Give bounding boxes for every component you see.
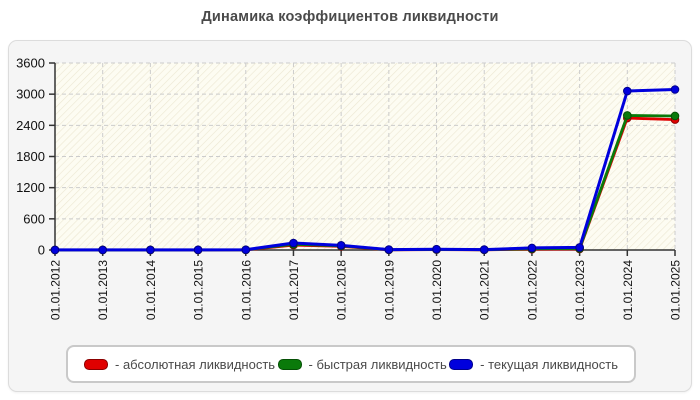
x-tick-label: 01.01.2021 <box>478 260 492 320</box>
x-tick-label: 01.01.2014 <box>144 260 158 320</box>
data-point-marker <box>336 241 346 250</box>
x-tick-label: 01.01.2024 <box>621 260 635 320</box>
legend: - абсолютная ликвидность - быстрая ликви… <box>66 345 636 383</box>
legend-label-current: - текущая ликвидность <box>480 356 618 372</box>
legend-swatch-current-icon <box>449 358 474 370</box>
data-point-marker <box>193 245 203 255</box>
data-point-marker <box>623 86 632 96</box>
data-point-marker <box>527 243 537 253</box>
data-point-marker <box>479 245 489 254</box>
legend-label-absolute: - абсолютная ликвидность <box>115 356 276 372</box>
data-point-marker <box>50 245 60 255</box>
data-point-marker <box>623 111 632 120</box>
data-point-marker <box>575 243 584 252</box>
x-tick-label: 01.01.2020 <box>430 260 444 320</box>
y-tick-label: 1200 <box>16 180 45 195</box>
gridlines <box>55 62 676 250</box>
data-point-marker <box>432 244 441 254</box>
y-tick-label: 3600 <box>16 56 45 71</box>
data-point-marker <box>670 85 680 94</box>
data-point-marker <box>146 245 155 255</box>
legend-label-quick: - быстрая ликвидность <box>308 356 447 372</box>
data-point-marker <box>98 245 107 255</box>
x-axis-labels: 01.01.2012 01.01.2013 01.01.2014 01.01.2015… <box>49 260 683 320</box>
x-tick-label: 01.01.2012 <box>49 260 63 320</box>
y-axis-labels: 0 600 1200 1800 2400 3000 3600 <box>16 56 45 258</box>
legend-item-quick: - быстрая ликвидность <box>277 356 447 372</box>
x-tick-label: 01.01.2015 <box>192 260 206 320</box>
y-tick-label: 2400 <box>16 118 45 133</box>
data-point-marker <box>241 245 251 255</box>
data-point-marker <box>670 111 680 121</box>
x-tick-label: 01.01.2022 <box>525 260 539 320</box>
series-line <box>55 87 676 252</box>
data-point-marker <box>384 245 394 254</box>
legend-item-current: - текущая ликвидность <box>449 357 618 372</box>
y-tick-label: 3000 <box>16 87 45 102</box>
series-2 <box>50 85 680 255</box>
legend-swatch-quick-icon <box>277 358 302 370</box>
y-tick-label: 600 <box>23 211 45 226</box>
x-tick-label: 01.01.2019 <box>382 260 396 320</box>
y-tick-label: 0 <box>38 243 45 258</box>
chart-title: Динамика коэффициентов ликвидности <box>201 9 499 25</box>
x-tick-label: 01.01.2016 <box>239 260 253 320</box>
x-tick-label: 01.01.2013 <box>96 260 110 320</box>
legend-swatch-absolute-icon <box>84 358 108 370</box>
x-tick-label: 01.01.2018 <box>335 260 349 320</box>
x-tick-label: 01.01.2017 <box>287 260 301 320</box>
x-tick-label: 01.01.2023 <box>573 260 587 320</box>
x-tick-label: 01.01.2025 <box>669 260 683 320</box>
data-point-marker <box>289 238 298 248</box>
legend-item-absolute: - абсолютная ликвидность <box>84 357 275 372</box>
y-tick-label: 1800 <box>16 149 45 164</box>
